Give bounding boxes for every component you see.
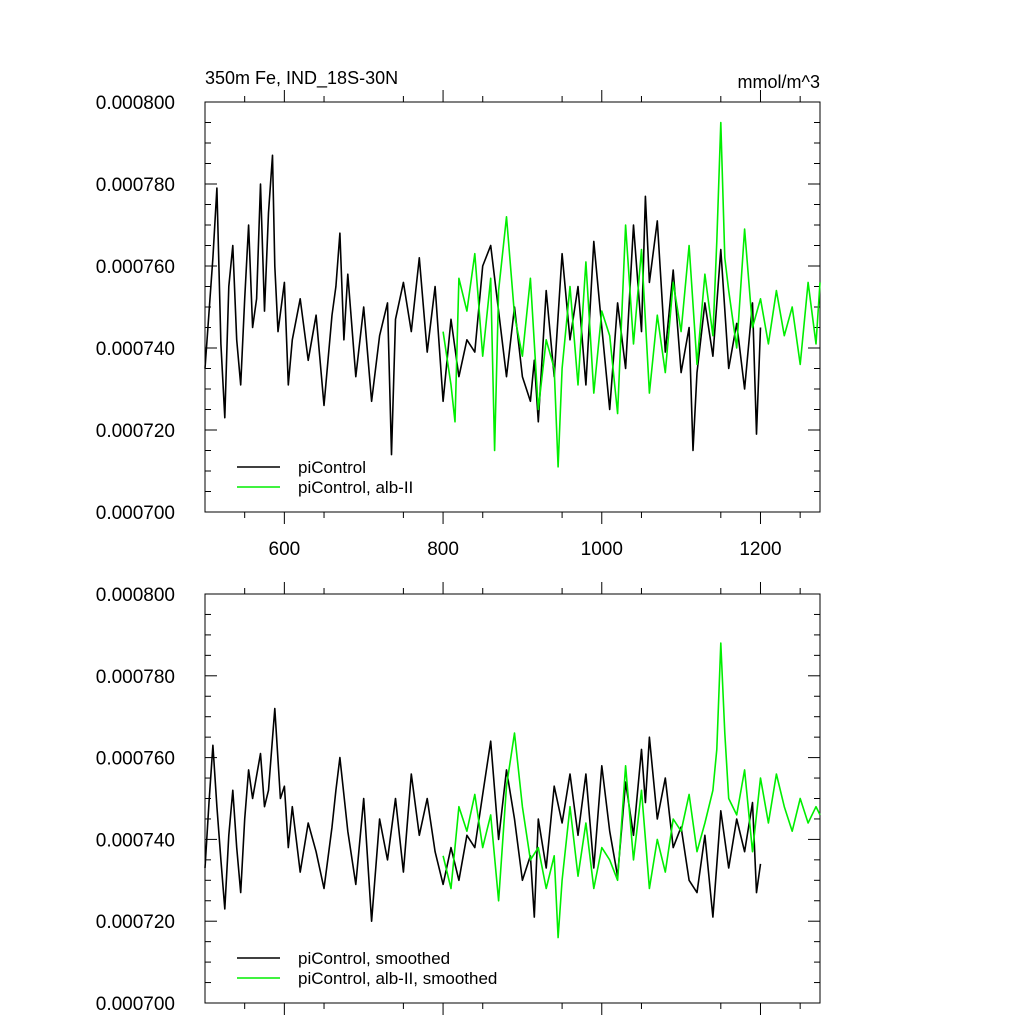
bottom-panel: 0.000700 0.000720 0.000740 0.000760 0.000780… <box>96 582 821 1015</box>
y-tick-label: 0.000780 <box>96 667 175 688</box>
y-tick-label: 0.000760 <box>96 257 175 278</box>
x-tick-label: 800 <box>427 539 459 560</box>
y-tick-label: 0.000700 <box>96 994 175 1015</box>
legend-entry: piControl, alb-II <box>298 478 413 497</box>
x-tick-label: 1000 <box>581 539 623 560</box>
x-tick-label: 600 <box>269 539 301 560</box>
y-tick-label: 0.000760 <box>96 749 175 770</box>
plot-frame <box>204 593 821 1004</box>
y-tick-label: 0.000740 <box>96 339 175 360</box>
y-tick-label: 0.000740 <box>96 830 175 851</box>
y-tick-label: 0.000720 <box>96 912 175 933</box>
series-line-1 <box>442 642 821 939</box>
y-tick-label: 0.000780 <box>96 175 175 196</box>
legend-entry: piControl, alb-II, smoothed <box>298 969 497 988</box>
legend-entry: piControl <box>298 458 366 477</box>
y-tick-label: 0.000800 <box>96 585 175 606</box>
y-tick-label: 0.000720 <box>96 421 175 442</box>
series-line-1 <box>442 121 821 468</box>
legend-entry: piControl, smoothed <box>298 949 450 968</box>
units-label: mmol/m^3 <box>738 72 820 92</box>
y-tick-label: 0.000700 <box>96 503 175 524</box>
top-panel: 0.000700 0.000720 0.000740 0.000760 0.000780… <box>96 68 821 560</box>
x-tick-label: 1200 <box>739 539 781 560</box>
plot-frame <box>204 101 821 513</box>
chart-title: 350m Fe, IND_18S-30N <box>205 68 398 89</box>
y-tick-label: 0.000800 <box>96 93 175 114</box>
series-line-0 <box>204 707 762 923</box>
